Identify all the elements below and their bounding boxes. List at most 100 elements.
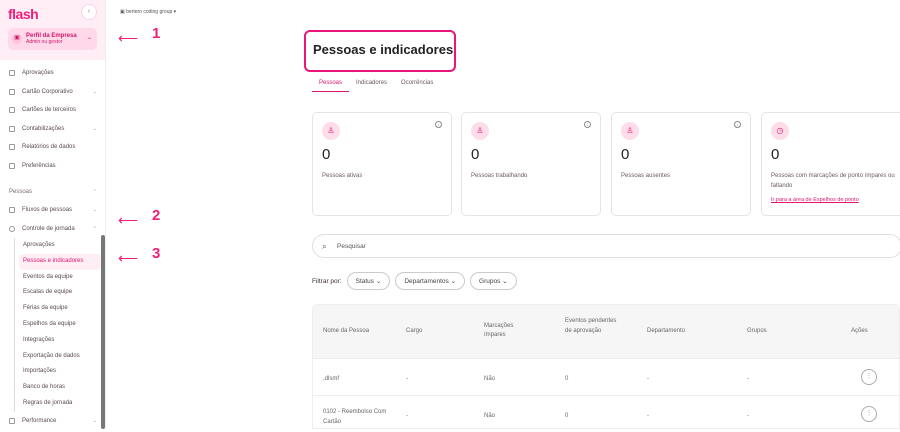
chevron-down-icon: ⌄ — [92, 88, 97, 95]
settings-icon — [9, 162, 15, 169]
card-value: 0 — [771, 146, 780, 163]
tab-indicadores[interactable]: Indicadores — [356, 80, 388, 86]
item-label: Fluxos de pessoas — [22, 207, 73, 214]
col-acoes: Ações — [851, 328, 868, 334]
card-value: 0 — [471, 146, 480, 163]
annotation-number: 2 — [152, 207, 161, 224]
chip-label: Grupos — [479, 278, 501, 285]
sidebar-item-aprovacoes[interactable]: Aprovações — [0, 64, 105, 83]
tab-ocorrencias[interactable]: Ocorrências — [401, 80, 434, 86]
chevron-down-icon: ⌄ — [92, 418, 97, 425]
people-table: Nome da Pessoa Cargo Marcações ímpares E… — [312, 304, 900, 429]
col-eventos: Eventos pendentes de aprovação — [565, 318, 617, 334]
filter-grupos[interactable]: Grupos ⌄ — [470, 272, 517, 290]
filter-departamentos[interactable]: Departamentos ⌄ — [395, 272, 466, 290]
chevron-down-icon: ⌄ — [92, 207, 97, 214]
table-cell: 0 — [565, 376, 569, 382]
item-label: Preferências — [22, 162, 56, 169]
clock-icon — [9, 225, 15, 232]
clock-icon: ◷ — [771, 122, 789, 140]
collapse-sidebar-button[interactable]: ‹ — [81, 4, 97, 20]
chevron-up-icon: ⌃ — [92, 225, 97, 232]
tab-pessoas[interactable]: Pessoas — [312, 80, 350, 92]
filter-label: Filtrar por: — [312, 277, 342, 285]
flow-icon — [9, 207, 15, 214]
flash-logo: flash — [8, 6, 39, 22]
profile-title: Perfil da Empresa — [26, 33, 77, 39]
chevron-up-icon: ⌃ — [92, 189, 97, 195]
annotation-number: 3 — [152, 245, 161, 262]
card-marcacoes: ◷ 0 Pessoas com marcações de ponto ímpares… — [761, 112, 900, 216]
sidebar-subitem[interactable]: Eventos da equipe — [23, 273, 73, 280]
arrow-annotation: ⟵ — [118, 250, 139, 266]
search-input[interactable]: ⌕ Pesquisar — [312, 234, 900, 258]
espelhos-link[interactable]: Ir para a área de Espelhos de ponto — [771, 197, 859, 203]
row-actions-button[interactable]: ⋮ — [861, 369, 877, 385]
info-icon[interactable]: i — [584, 121, 591, 128]
card-label: Pessoas trabalhando — [471, 173, 528, 179]
report-icon — [9, 144, 15, 151]
sidebar-item-contabilizacoes[interactable]: Contabilizações ⌄ — [0, 120, 105, 139]
sidebar-subitem[interactable]: Espelhos da equipe — [23, 320, 76, 327]
section-label: Pessoas — [9, 189, 33, 195]
card-pessoas-trabalhando: ♙ i 0 Pessoas trabalhando — [461, 112, 601, 216]
person-icon: ♙ — [471, 122, 489, 140]
item-label: Contabilizações — [22, 125, 65, 132]
section-pessoas[interactable]: Pessoas ⌃ — [0, 183, 105, 201]
sidebar-subitem[interactable]: Aprovações — [23, 242, 55, 248]
chip-label: Status — [355, 278, 375, 285]
item-label: Performance — [22, 418, 57, 425]
table-cell: - — [647, 376, 649, 382]
calculator-icon — [9, 125, 15, 132]
profile-selector[interactable]: ▣ Perfil da Empresa Admin ou gestor ⌄ — [8, 28, 97, 50]
table-cell: - — [406, 376, 408, 382]
search-placeholder: Pesquisar — [337, 243, 366, 250]
item-label: Cartão Corporativo — [22, 88, 73, 95]
performance-icon — [9, 418, 15, 425]
col-marcacoes: Marcações ímpares — [484, 323, 514, 338]
sidebar-subitem[interactable]: Pessoas e indicadores — [19, 253, 101, 270]
card-pessoas-ativas: ♙ i 0 Pessoas ativas — [312, 112, 452, 216]
table-cell: Não — [484, 376, 496, 382]
sidebar-item-controle-jornada[interactable]: Controle de jornada ⌃ — [0, 220, 105, 239]
filter-status[interactable]: Status ⌄ — [346, 272, 391, 290]
info-icon[interactable]: i — [435, 121, 442, 128]
item-label: Relatórios de dados — [22, 144, 76, 151]
col-nome: Nome da Pessoa — [323, 328, 370, 334]
sidebar-item-cartoes-terceiros[interactable]: Cartões de terceiros — [0, 101, 105, 120]
col-departamento: Departamento — [647, 328, 686, 334]
table-cell: - — [647, 413, 649, 419]
card-label: Pessoas ativas — [322, 173, 363, 179]
person-icon: ♙ — [621, 122, 639, 140]
table-cell: 0 — [565, 413, 569, 419]
sidebar-subitem[interactable]: Exportação de dados — [23, 352, 80, 359]
sidebar-item-fluxos[interactable]: Fluxos de pessoas ⌄ — [0, 201, 105, 220]
info-icon[interactable]: i — [734, 121, 741, 128]
card-value: 0 — [322, 146, 331, 163]
arrow-annotation: ⟵ — [118, 30, 139, 46]
company-selector[interactable]: ▣ bertero coding group ▾ — [120, 9, 177, 15]
row-actions-button[interactable]: ⋮ — [861, 406, 877, 422]
annotation-number: 1 — [152, 25, 161, 42]
sidebar-item-performance[interactable]: Performance ⌄ — [0, 412, 105, 431]
table-cell: Não — [484, 413, 496, 419]
table-cell: - — [747, 413, 749, 419]
person-icon: ♙ — [322, 122, 340, 140]
card-pessoas-ausentes: ♙ i 0 Pessoas ausentes — [611, 112, 751, 216]
sidebar-subitem[interactable]: Férias da equipe — [23, 305, 68, 312]
chevron-down-icon: ⌄ — [86, 35, 92, 41]
sidebar-item-preferencias[interactable]: Preferências — [0, 157, 105, 176]
sidebar-subitem[interactable]: Banco de horas — [23, 384, 66, 391]
sidebar-subitem[interactable]: Regras de jornada — [23, 399, 73, 406]
sidebar-subitem[interactable]: Integrações — [23, 336, 55, 343]
sidebar-item-cartao-corporativo[interactable]: Cartão Corporativo ⌄ — [0, 83, 105, 102]
item-label: Aprovações — [22, 70, 54, 77]
table-header: Nome da Pessoa Cargo Marcações ímpares E… — [313, 305, 899, 358]
profile-subtitle: Admin ou gestor — [26, 39, 63, 45]
card-icon — [9, 107, 15, 114]
sidebar-subitem[interactable]: Importações — [23, 368, 57, 375]
sidebar-scrollbar[interactable] — [101, 235, 105, 429]
item-label: Cartões de terceiros — [22, 107, 77, 114]
sidebar-subitem[interactable]: Escalas de equipe — [23, 289, 73, 296]
sidebar-item-relatorios[interactable]: Relatórios de dados — [0, 138, 105, 157]
